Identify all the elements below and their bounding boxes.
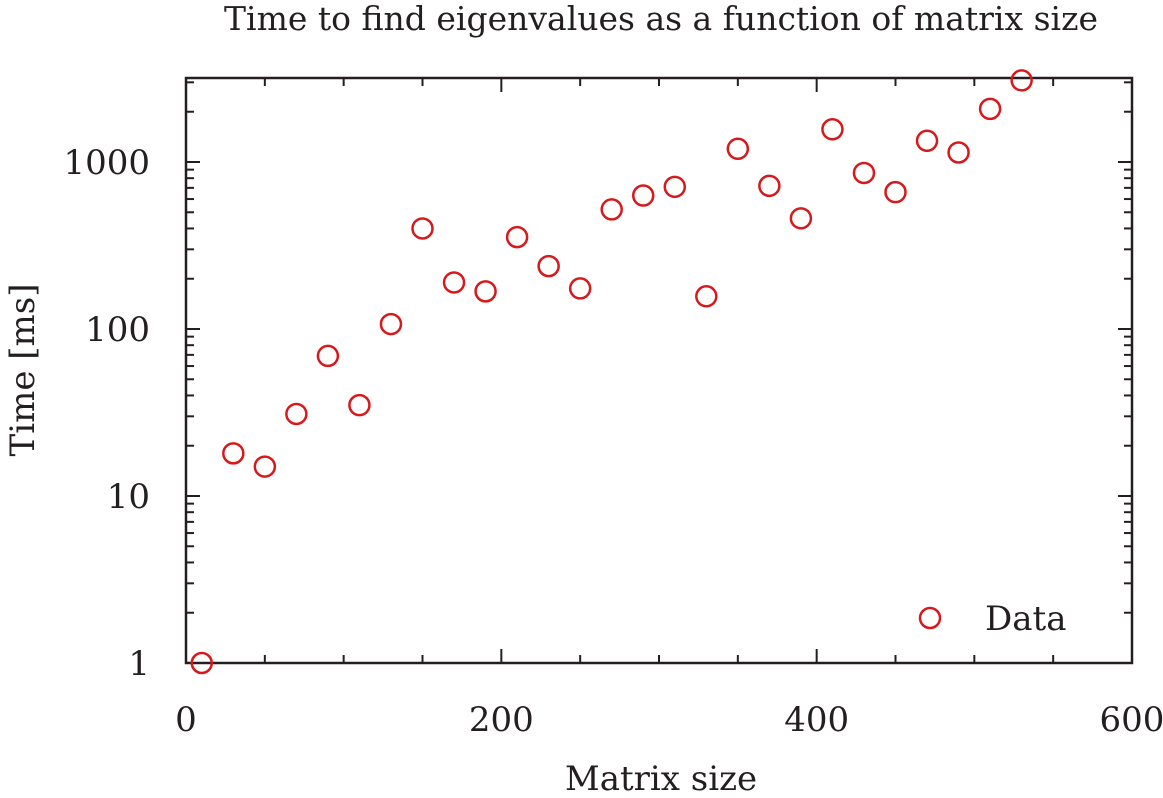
- data-point: [537, 254, 560, 278]
- y-tick-label: 10: [107, 477, 150, 517]
- data-point: [789, 207, 813, 230]
- data-point: [915, 129, 939, 153]
- x-tick-label: 400: [784, 700, 849, 740]
- y-tick-label: 1000: [63, 143, 150, 183]
- data-point: [222, 442, 245, 465]
- legend-label-data: Data: [985, 599, 1066, 639]
- chart-title: Time to find eigenvalues as a function o…: [224, 0, 1098, 38]
- data-point: [348, 393, 371, 417]
- data-point: [190, 651, 214, 675]
- data-point: [978, 97, 1002, 121]
- data-point: [285, 402, 308, 426]
- x-tick-labels: 0 200 400 600: [175, 700, 1163, 740]
- data-point: [663, 175, 687, 199]
- x-tick-label: 200: [469, 700, 534, 740]
- data-point: [600, 198, 623, 221]
- x-axis-title: Matrix size: [565, 759, 757, 798]
- legend: Data: [918, 599, 1066, 639]
- data-point: [884, 180, 907, 204]
- data-point: [253, 455, 277, 478]
- data-point: [631, 184, 655, 207]
- y-axis-title: Time [ms]: [3, 284, 43, 457]
- data-point: [316, 344, 340, 368]
- x-tick-label: 0: [175, 700, 197, 740]
- data-point: [947, 141, 970, 164]
- axis-ticks: [186, 78, 1132, 663]
- data-point: [821, 118, 844, 141]
- data-point: [726, 137, 750, 161]
- data-point: [474, 280, 497, 303]
- legend-marker: [918, 606, 942, 630]
- data-point: [695, 285, 718, 308]
- data-point: [568, 277, 592, 300]
- data-point: [442, 271, 466, 294]
- y-tick-labels: 1 10 100 1000: [63, 143, 150, 684]
- data-point: [1010, 69, 1033, 92]
- y-tick-label: 100: [85, 310, 150, 350]
- data-point: [505, 225, 529, 249]
- y-tick-label: 1: [128, 644, 150, 684]
- data-points: [190, 69, 1033, 675]
- data-point: [758, 174, 781, 198]
- x-tick-label: 600: [1100, 700, 1163, 740]
- data-point: [411, 217, 434, 240]
- plot-frame: [184, 76, 1134, 665]
- data-point: [852, 161, 876, 185]
- data-point: [379, 312, 403, 336]
